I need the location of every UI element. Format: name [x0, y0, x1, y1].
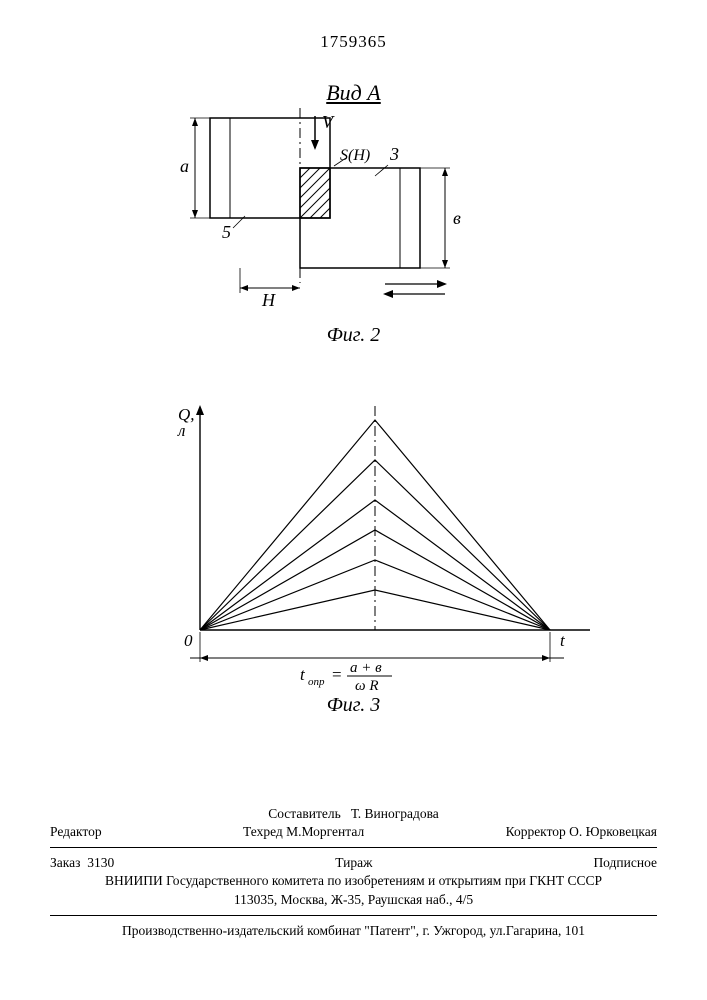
printer-line: Производственно-издательский комбинат "П…	[50, 922, 657, 940]
org-line: ВНИИПИ Государственного комитета по изоб…	[50, 872, 657, 890]
svg-text:опр: опр	[308, 676, 325, 688]
fig3-origin: 0	[184, 631, 193, 650]
svg-text:ω R: ω R	[355, 678, 379, 690]
svg-text:t: t	[300, 665, 306, 684]
document-number: 1759365	[0, 32, 707, 52]
label-a: a	[180, 156, 189, 176]
footer-block: Составитель Т. Виноградова Редактор Техр…	[50, 805, 657, 940]
svg-text:=: =	[332, 665, 342, 684]
proof-name: О. Юрковецкая	[569, 824, 657, 839]
label-5: 5	[222, 222, 231, 242]
editor-label: Редактор	[50, 823, 102, 841]
fig3-formula: t опр = a + в ω R	[300, 660, 392, 690]
label-b: в	[453, 208, 461, 228]
svg-text:a + в: a + в	[350, 660, 382, 676]
fig3-x-label: t	[560, 631, 566, 650]
compiler-label: Составитель	[268, 806, 341, 821]
fig2-caption: Фиг. 2	[0, 324, 707, 347]
fig3-y-label-2: л	[177, 421, 185, 440]
addr-line: 113035, Москва, Ж-35, Раушская наб., 4/5	[50, 891, 657, 909]
label-sh: S(H)	[340, 147, 370, 164]
figure-2: a в V S(H) 3 5 H	[150, 108, 550, 318]
fig2-view-title: Вид А	[0, 80, 707, 106]
compiler-name: Т. Виноградова	[351, 806, 439, 821]
techred-label: Техред	[243, 824, 283, 839]
techred-name: М.Моргентал	[286, 824, 364, 839]
tirazh-label: Тираж	[335, 854, 372, 872]
label-v: V	[322, 112, 335, 132]
figure-3: Q, л 0 t t опр = a + в ω R	[150, 400, 610, 690]
order-label: Заказ	[50, 855, 80, 870]
order-num: 3130	[87, 855, 114, 870]
podpis-label: Подписное	[593, 854, 657, 872]
label-h: H	[261, 290, 276, 310]
proof-label: Корректор	[506, 824, 566, 839]
label-3: 3	[389, 144, 399, 164]
fig3-caption: Фиг. 3	[0, 694, 707, 717]
